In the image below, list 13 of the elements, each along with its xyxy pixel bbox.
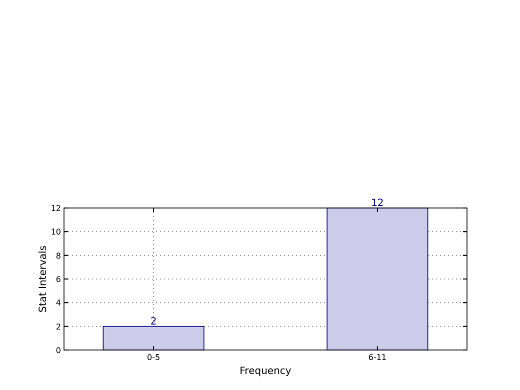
y-tick-label: 12 bbox=[50, 204, 61, 213]
y-tick-label: 2 bbox=[56, 322, 61, 332]
y-tick-label: 0 bbox=[56, 346, 61, 355]
y-tick-label: 6 bbox=[56, 275, 61, 284]
data-label: 12 bbox=[371, 198, 384, 209]
y-tick-label: 8 bbox=[56, 251, 61, 260]
x-axis-title: Frequency bbox=[240, 366, 292, 377]
x-tick-label: 0-5 bbox=[147, 353, 160, 362]
y-tick-label: 4 bbox=[56, 298, 61, 308]
y-tick-label: 10 bbox=[50, 228, 61, 237]
data-label: 2 bbox=[150, 316, 157, 328]
y-axis-title: Stat Intervals bbox=[38, 245, 49, 313]
x-tick-label: 6-11 bbox=[368, 353, 387, 362]
